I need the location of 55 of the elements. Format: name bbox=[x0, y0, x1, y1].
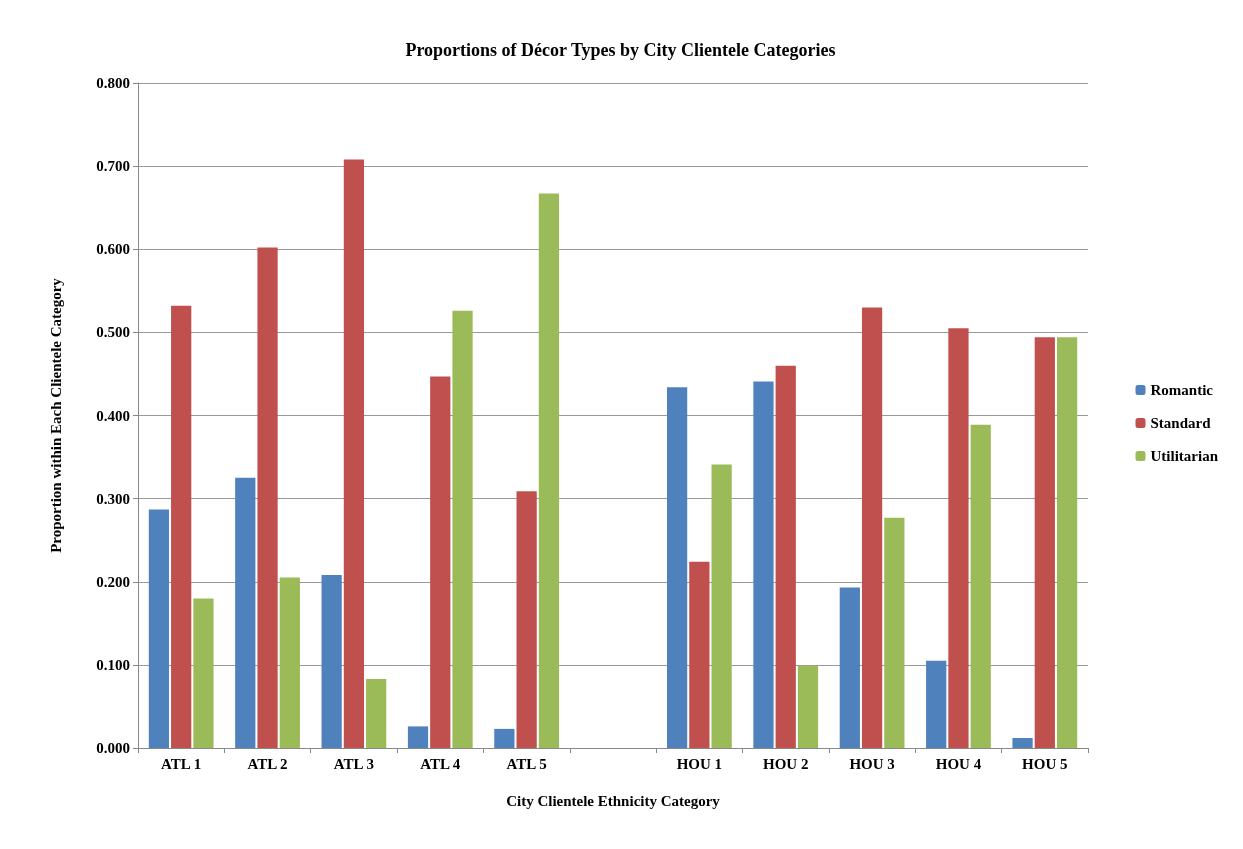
y-tick-label: 0.500 bbox=[96, 324, 130, 341]
x-tick-label: HOU 3 bbox=[849, 755, 895, 772]
bar bbox=[1012, 738, 1033, 748]
bar bbox=[1056, 337, 1078, 748]
legend-label: Standard bbox=[1150, 415, 1212, 431]
x-tick-label: HOU 1 bbox=[676, 755, 723, 772]
y-tick-label: 0.400 bbox=[96, 407, 130, 424]
y-axis-title: Proportion within Each Clientele Category bbox=[47, 277, 64, 553]
x-tick-label: HOU 5 bbox=[1022, 755, 1068, 772]
x-tick-label: ATL 1 bbox=[161, 755, 202, 772]
bar bbox=[452, 310, 473, 748]
chart-title: Proportions of Décor Types by City Clientele Categories bbox=[405, 40, 836, 60]
x-tick-label: HOU 2 bbox=[763, 755, 809, 772]
bar bbox=[279, 577, 300, 748]
bar bbox=[343, 159, 365, 748]
y-tick-label: 0.700 bbox=[96, 158, 130, 175]
bar bbox=[666, 387, 688, 748]
y-tick-label: 0.300 bbox=[96, 490, 130, 507]
bar bbox=[538, 193, 560, 748]
bar bbox=[235, 477, 256, 748]
bar bbox=[689, 561, 710, 748]
bar bbox=[516, 491, 537, 748]
bar bbox=[148, 509, 170, 748]
bar bbox=[861, 307, 883, 748]
bar bbox=[321, 575, 342, 748]
bar bbox=[257, 247, 278, 748]
y-tick-label: 0.600 bbox=[96, 241, 130, 258]
x-tick-label: ATL 3 bbox=[333, 755, 374, 772]
bar bbox=[1034, 337, 1055, 748]
x-tick-label: ATL 2 bbox=[247, 755, 288, 772]
bar bbox=[797, 665, 819, 748]
bar bbox=[753, 381, 774, 748]
y-tick-label: 0.800 bbox=[96, 75, 130, 91]
legend-label: Romantic bbox=[1150, 382, 1214, 398]
x-tick-label: ATL 4 bbox=[420, 755, 461, 772]
bar bbox=[948, 328, 969, 748]
bar bbox=[193, 598, 214, 748]
legend-label: Utilitarian bbox=[1150, 448, 1219, 464]
bar bbox=[430, 376, 451, 748]
bar bbox=[970, 424, 991, 748]
bar bbox=[711, 464, 732, 748]
y-tick-label: 0.200 bbox=[96, 573, 130, 590]
x-tick-label: ATL 5 bbox=[506, 755, 547, 772]
x-axis-title: City Clientele Ethnicity Category bbox=[506, 792, 721, 809]
bar bbox=[494, 728, 515, 748]
bar bbox=[407, 726, 429, 748]
bar bbox=[366, 679, 387, 748]
bar bbox=[171, 305, 192, 748]
x-tick-label: HOU 4 bbox=[935, 755, 982, 772]
bar bbox=[839, 587, 860, 748]
y-tick-label: 0.000 bbox=[96, 740, 130, 756]
bar bbox=[775, 365, 796, 748]
bar bbox=[926, 660, 947, 748]
bar bbox=[884, 517, 905, 748]
y-tick-label: 0.100 bbox=[96, 656, 130, 673]
